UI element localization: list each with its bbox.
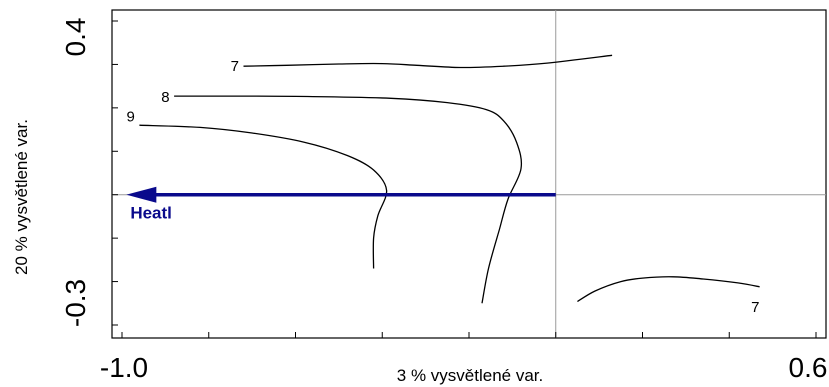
arrow-head — [126, 186, 157, 203]
plot-border — [111, 9, 827, 339]
reference-lines — [112, 10, 826, 338]
contour-line-8-1 — [174, 95, 523, 304]
x-axis-title: 3 % vysvětlené var. — [397, 366, 543, 385]
contour-label-0: 7 — [231, 58, 239, 75]
contour-label-3: 7 — [751, 299, 759, 316]
axis-labels: 3 % vysvětlené var. 20 % vysvětlené var.… — [12, 18, 827, 385]
y-tick-label-max: 0.4 — [60, 18, 91, 57]
x-tick-label-max: 0.6 — [789, 352, 828, 383]
contour-line-7-0 — [243, 54, 613, 69]
x-tick-label-min: -1.0 — [100, 352, 148, 383]
contour-label-1: 8 — [161, 89, 169, 106]
variable-arrow: Heatl — [126, 186, 556, 223]
arrow-label: Heatl — [130, 204, 172, 223]
contour-lines: 7 8 9 7 — [127, 54, 760, 316]
y-tick-label-min: -0.3 — [60, 279, 91, 327]
y-axis-title: 20 % vysvětlené var. — [12, 119, 31, 275]
contour-line-7-3 — [577, 276, 760, 303]
contour-label-2: 9 — [127, 109, 135, 126]
plot-frame — [111, 9, 827, 339]
contour-line-9-2 — [139, 124, 388, 269]
axis-ticks — [112, 20, 817, 338]
